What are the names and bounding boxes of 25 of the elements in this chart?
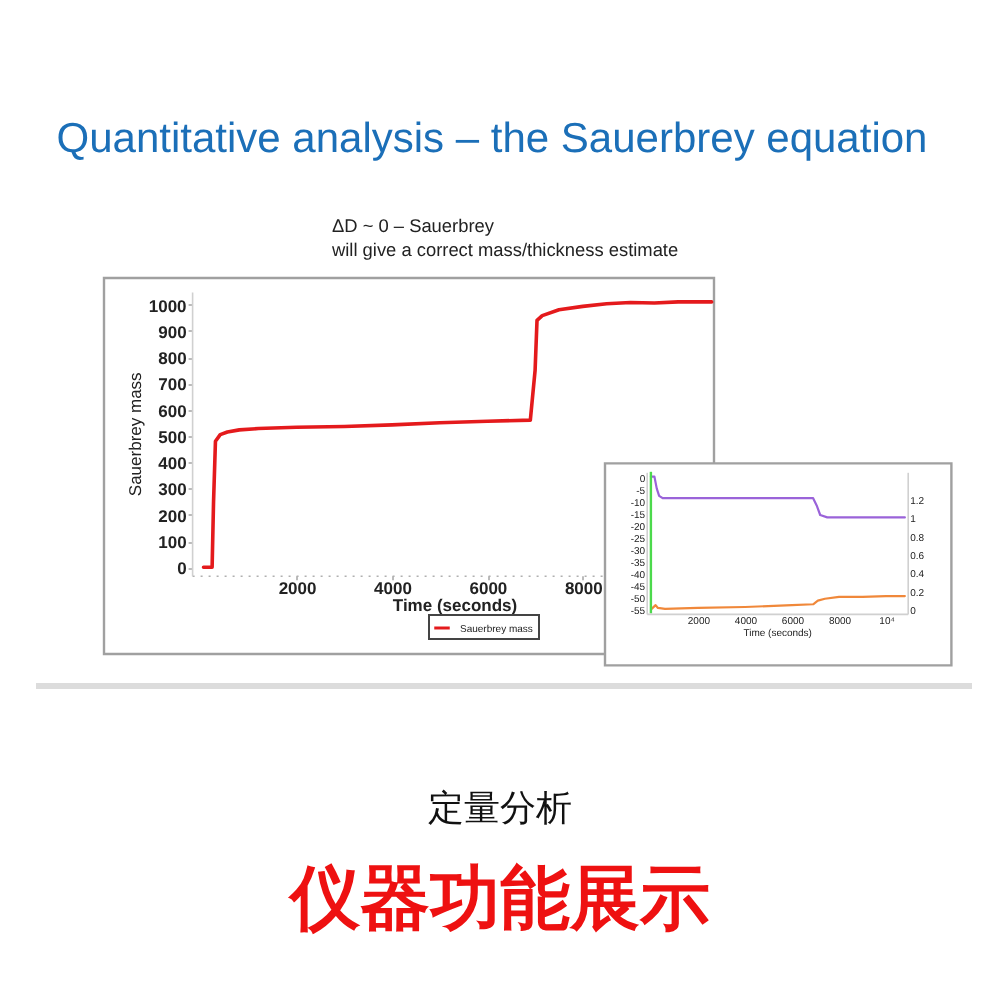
y-tick-label: 0 (177, 558, 188, 579)
x-tick-label: 4000 (374, 578, 413, 599)
y-tick-label: 500 (158, 426, 188, 447)
y-tick-label: 1000 (148, 295, 188, 316)
text: 仪器功能展示 (286, 860, 710, 938)
y-tick-label: 900 (158, 321, 188, 342)
y-tick-label: 600 (158, 400, 188, 421)
line-series (650, 594, 906, 610)
text: ΔD ~ 0 – Sauerbrey (332, 216, 495, 236)
x-tick-label: 8000 (564, 578, 604, 599)
line-series (201, 300, 714, 570)
y-tick-label: 100 (158, 532, 188, 553)
text: will give a correct mass/thickness estimate (330, 240, 679, 260)
y-tick-label: 700 (158, 374, 188, 395)
y-tick-label: 800 (158, 348, 188, 369)
y-tick-label: 400 (158, 453, 188, 474)
x-axis-title: Time (seconds) (392, 595, 518, 616)
y-tick-label: 200 (158, 505, 188, 526)
line-series (649, 475, 906, 519)
text: 定量分析 (428, 788, 572, 828)
chart-title: Quantitative analysis – the Sauerbrey equation (56, 116, 928, 162)
x-tick-label: 6000 (469, 578, 508, 599)
x-tick-label: 2000 (278, 578, 317, 599)
y-tick-label: 300 (158, 479, 188, 500)
y-axis-title: Sauerbrey mass (124, 372, 145, 497)
